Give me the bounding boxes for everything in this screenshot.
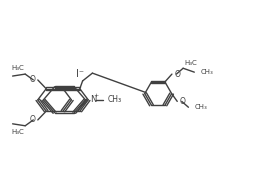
Text: +: + — [94, 93, 99, 98]
Text: O: O — [174, 70, 180, 79]
Text: N: N — [90, 95, 97, 104]
Text: O: O — [30, 75, 36, 84]
Text: H₃C: H₃C — [11, 129, 24, 135]
Text: O: O — [179, 97, 185, 106]
Text: H₃C: H₃C — [11, 65, 24, 71]
Text: CH₃: CH₃ — [195, 104, 207, 110]
Text: CH₃: CH₃ — [200, 69, 213, 75]
Text: H₃C: H₃C — [185, 60, 197, 66]
Text: CH₃: CH₃ — [107, 95, 121, 104]
Text: I⁻: I⁻ — [76, 69, 84, 79]
Text: O: O — [30, 115, 36, 124]
